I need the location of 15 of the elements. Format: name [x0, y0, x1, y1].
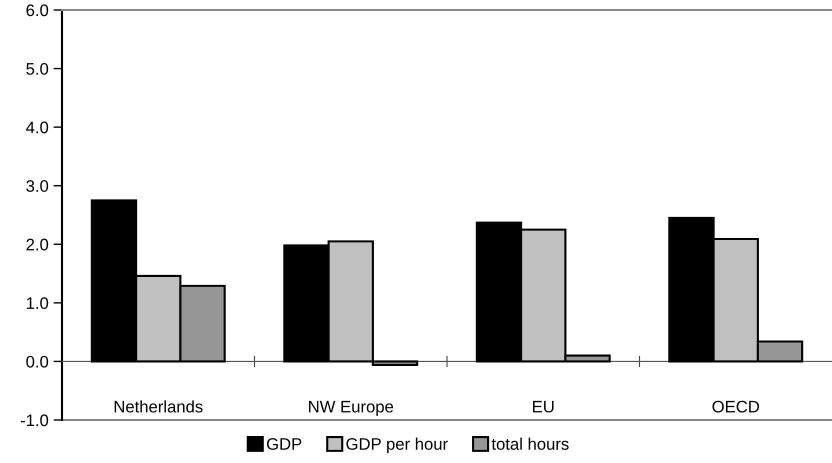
y-tick-label: -1.0 [20, 414, 48, 426]
y-tick-label: 3.0 [26, 180, 48, 192]
y-tick-label: 4.0 [26, 122, 48, 134]
legend-label: GDP [266, 438, 302, 450]
y-tick-label: 2.0 [26, 238, 48, 250]
x-tick-label: Netherlands [114, 400, 203, 413]
y-tick-label: 0.0 [26, 356, 48, 368]
legend-label: GDP per hour [346, 438, 448, 454]
x-tick-label: EU [533, 400, 554, 413]
x-tick-label: NW Europe [309, 400, 394, 416]
x-tick-label: OECD [712, 400, 760, 413]
y-tick-label: 1.0 [26, 297, 48, 310]
legend-label: total hours [492, 438, 569, 450]
y-tick-label: 6.0 [26, 4, 48, 16]
y-tick-label: 5.0 [26, 62, 48, 75]
